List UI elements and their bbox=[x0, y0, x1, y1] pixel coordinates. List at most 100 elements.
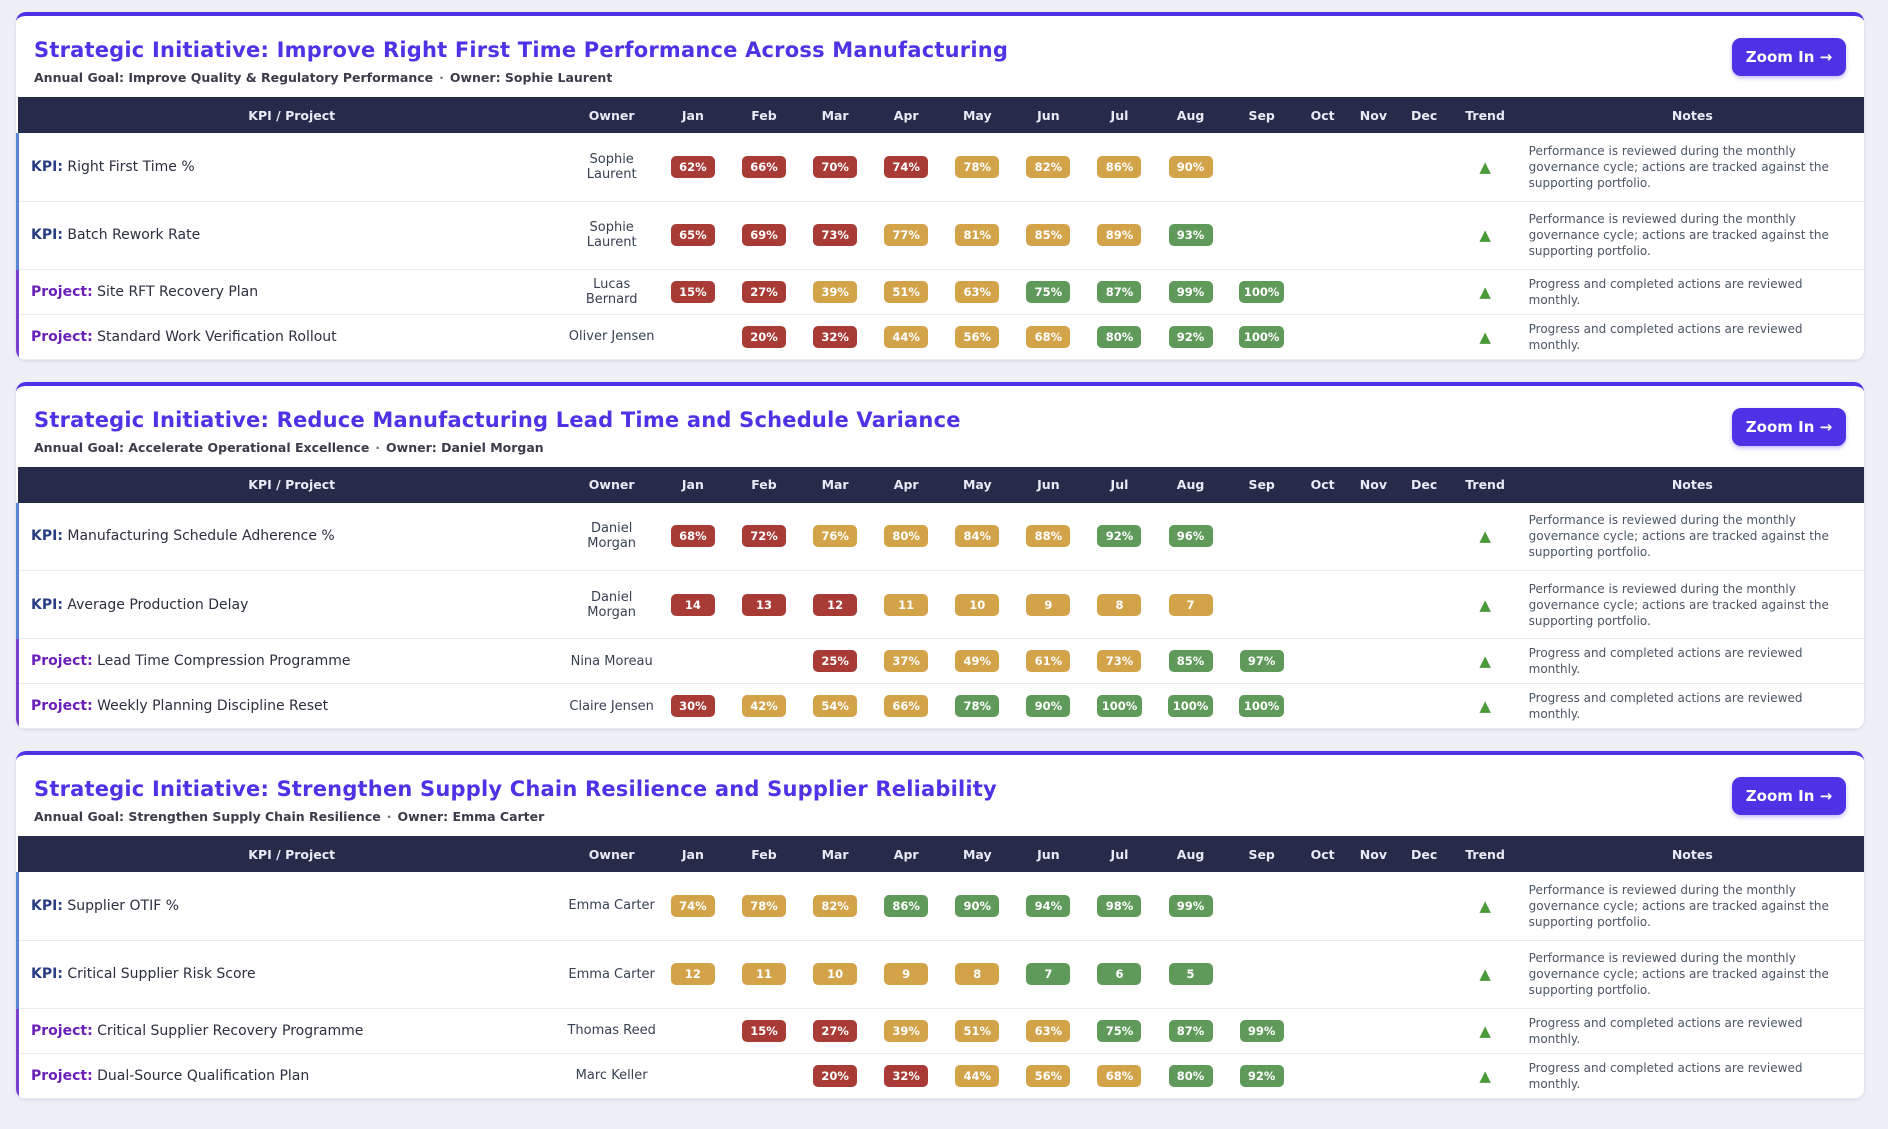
month-cell: 56% bbox=[1012, 1053, 1084, 1099]
status-pill: 15% bbox=[742, 1019, 786, 1042]
zoom-in-button[interactable]: Zoom In → bbox=[1732, 38, 1846, 76]
initiative-card: Strategic Initiative: Reduce Manufacturi… bbox=[16, 381, 1864, 729]
project-row[interactable]: Project: Standard Work Verification Roll… bbox=[16, 314, 1864, 360]
status-pill: 82% bbox=[813, 894, 858, 917]
kpi-row[interactable]: KPI: Right First Time % Sophie Laurent 62%… bbox=[16, 133, 1864, 202]
month-cell: 90% bbox=[1012, 683, 1084, 729]
status-pill: 80% bbox=[1168, 1064, 1213, 1087]
month-cell bbox=[1226, 133, 1298, 202]
month-cell: 80% bbox=[1155, 1053, 1227, 1099]
month-cell bbox=[1226, 502, 1298, 571]
kpi-row[interactable]: KPI: Critical Supplier Risk Score Emma Ca… bbox=[16, 940, 1864, 1009]
row-name-cell: KPI: Manufacturing Schedule Adherence % bbox=[16, 502, 566, 571]
month-cell bbox=[1398, 1008, 1450, 1054]
row-name: Standard Work Verification Rollout bbox=[97, 328, 337, 345]
status-pill: 63% bbox=[1026, 1019, 1071, 1042]
column-header: Jun bbox=[1037, 477, 1060, 492]
status-pill: 39% bbox=[884, 1019, 929, 1042]
month-cell: 27% bbox=[799, 1008, 871, 1054]
month-cell bbox=[1297, 1053, 1348, 1099]
project-row[interactable]: Project: Critical Supplier Recovery Prog… bbox=[16, 1008, 1864, 1054]
month-cell: 25% bbox=[799, 638, 871, 684]
month-cell bbox=[1347, 502, 1399, 571]
row-notes: Progress and completed actions are revie… bbox=[1520, 269, 1864, 315]
status-pill: 81% bbox=[955, 224, 1000, 246]
month-cell: 81% bbox=[941, 201, 1013, 270]
column-header: Mar bbox=[821, 846, 849, 862]
month-cell: 92% bbox=[1083, 502, 1156, 571]
status-pill: 78% bbox=[955, 155, 1000, 178]
status-pill: 56% bbox=[1026, 1064, 1071, 1087]
status-pill: 25% bbox=[813, 650, 858, 672]
month-cell: 72% bbox=[728, 502, 800, 571]
column-header: Dec bbox=[1411, 477, 1438, 492]
month-cell bbox=[1297, 502, 1348, 571]
trend-up-icon: ▲ bbox=[1449, 940, 1521, 1009]
kpi-row[interactable]: KPI: Average Production Delay Daniel Morg… bbox=[16, 570, 1864, 639]
row-name-cell: KPI: Average Production Delay bbox=[16, 570, 566, 639]
month-cell bbox=[1347, 872, 1399, 941]
month-cell: 39% bbox=[870, 1008, 942, 1054]
project-row[interactable]: Project: Site RFT Recovery Plan Lucas Ber… bbox=[16, 269, 1864, 315]
row-name: Site RFT Recovery Plan bbox=[97, 283, 259, 300]
column-header: Notes bbox=[1671, 477, 1713, 492]
month-cell: 100% bbox=[1226, 314, 1298, 360]
row-owner: Lucas Bernard bbox=[565, 269, 658, 315]
project-row[interactable]: Project: Lead Time Compression Programme… bbox=[16, 638, 1864, 684]
project-row[interactable]: Project: Weekly Planning Discipline Rese… bbox=[16, 683, 1864, 729]
column-header: May bbox=[962, 107, 992, 123]
month-cell bbox=[657, 1008, 729, 1054]
status-pill: 97% bbox=[1239, 650, 1284, 672]
status-pill: 87% bbox=[1097, 280, 1142, 303]
kpi-row[interactable]: KPI: Manufacturing Schedule Adherence % D… bbox=[16, 502, 1864, 571]
month-cell: 44% bbox=[941, 1053, 1013, 1099]
month-cell: 78% bbox=[728, 872, 800, 941]
month-cell bbox=[1297, 683, 1348, 729]
month-cell: 39% bbox=[799, 269, 871, 315]
column-header: KPI / Project bbox=[248, 477, 336, 492]
row-type-label: Project: bbox=[31, 1067, 93, 1084]
status-pill: 44% bbox=[884, 325, 929, 348]
column-header: Oct bbox=[1310, 846, 1335, 862]
zoom-in-button[interactable]: Zoom In → bbox=[1732, 407, 1846, 446]
column-header: Oct bbox=[1310, 107, 1335, 123]
initiative-header: Strategic Initiative: Strengthen Supply … bbox=[16, 755, 1864, 836]
status-pill: 99% bbox=[1168, 280, 1213, 303]
project-row[interactable]: Project: Dual-Source Qualification Plan M… bbox=[16, 1053, 1864, 1099]
row-name-cell: Project: Lead Time Compression Programme bbox=[16, 638, 566, 684]
status-pill: 98% bbox=[1097, 894, 1142, 917]
column-header: Owner bbox=[588, 846, 635, 862]
month-cell: 66% bbox=[728, 133, 800, 202]
initiative-title: Strategic Initiative: Reduce Manufacturi… bbox=[34, 407, 961, 432]
status-pill: 100% bbox=[1096, 695, 1143, 717]
status-pill: 78% bbox=[955, 695, 1000, 717]
month-cell: 9 bbox=[870, 940, 942, 1009]
status-pill: 13 bbox=[742, 593, 786, 616]
status-pill: 78% bbox=[742, 894, 786, 917]
row-name: Batch Rework Rate bbox=[67, 227, 201, 243]
trend-up-icon: ▲ bbox=[1449, 201, 1521, 270]
column-header: Feb bbox=[751, 477, 777, 492]
zoom-in-button[interactable]: Zoom In → bbox=[1732, 777, 1846, 815]
row-notes: Performance is reviewed during the month… bbox=[1520, 502, 1864, 571]
month-cell: 78% bbox=[941, 683, 1013, 729]
status-pill: 56% bbox=[955, 325, 1000, 348]
row-name-cell: KPI: Supplier OTIF % bbox=[16, 872, 566, 941]
month-cell: 51% bbox=[870, 269, 942, 315]
month-cell bbox=[1297, 269, 1348, 315]
initiative-header: Strategic Initiative: Reduce Manufacturi… bbox=[16, 386, 1864, 467]
kpi-row[interactable]: KPI: Batch Rework Rate Sophie Laurent 65% 6… bbox=[16, 201, 1864, 270]
month-cell: 100% bbox=[1226, 269, 1298, 315]
month-cell bbox=[657, 638, 729, 684]
status-pill: 66% bbox=[742, 155, 786, 178]
status-pill: 80% bbox=[884, 525, 929, 548]
status-pill: 100% bbox=[1238, 325, 1285, 348]
month-cell: 65% bbox=[657, 201, 729, 270]
month-cell bbox=[1398, 1053, 1450, 1099]
month-cell: 32% bbox=[799, 314, 871, 360]
row-notes: Performance is reviewed during the month… bbox=[1520, 940, 1864, 1009]
kpi-row[interactable]: KPI: Supplier OTIF % Emma Carter 74% 78% 82%… bbox=[16, 872, 1864, 941]
status-pill: 9 bbox=[1026, 593, 1071, 616]
month-cell bbox=[1347, 269, 1399, 315]
month-cell bbox=[1347, 1008, 1399, 1054]
